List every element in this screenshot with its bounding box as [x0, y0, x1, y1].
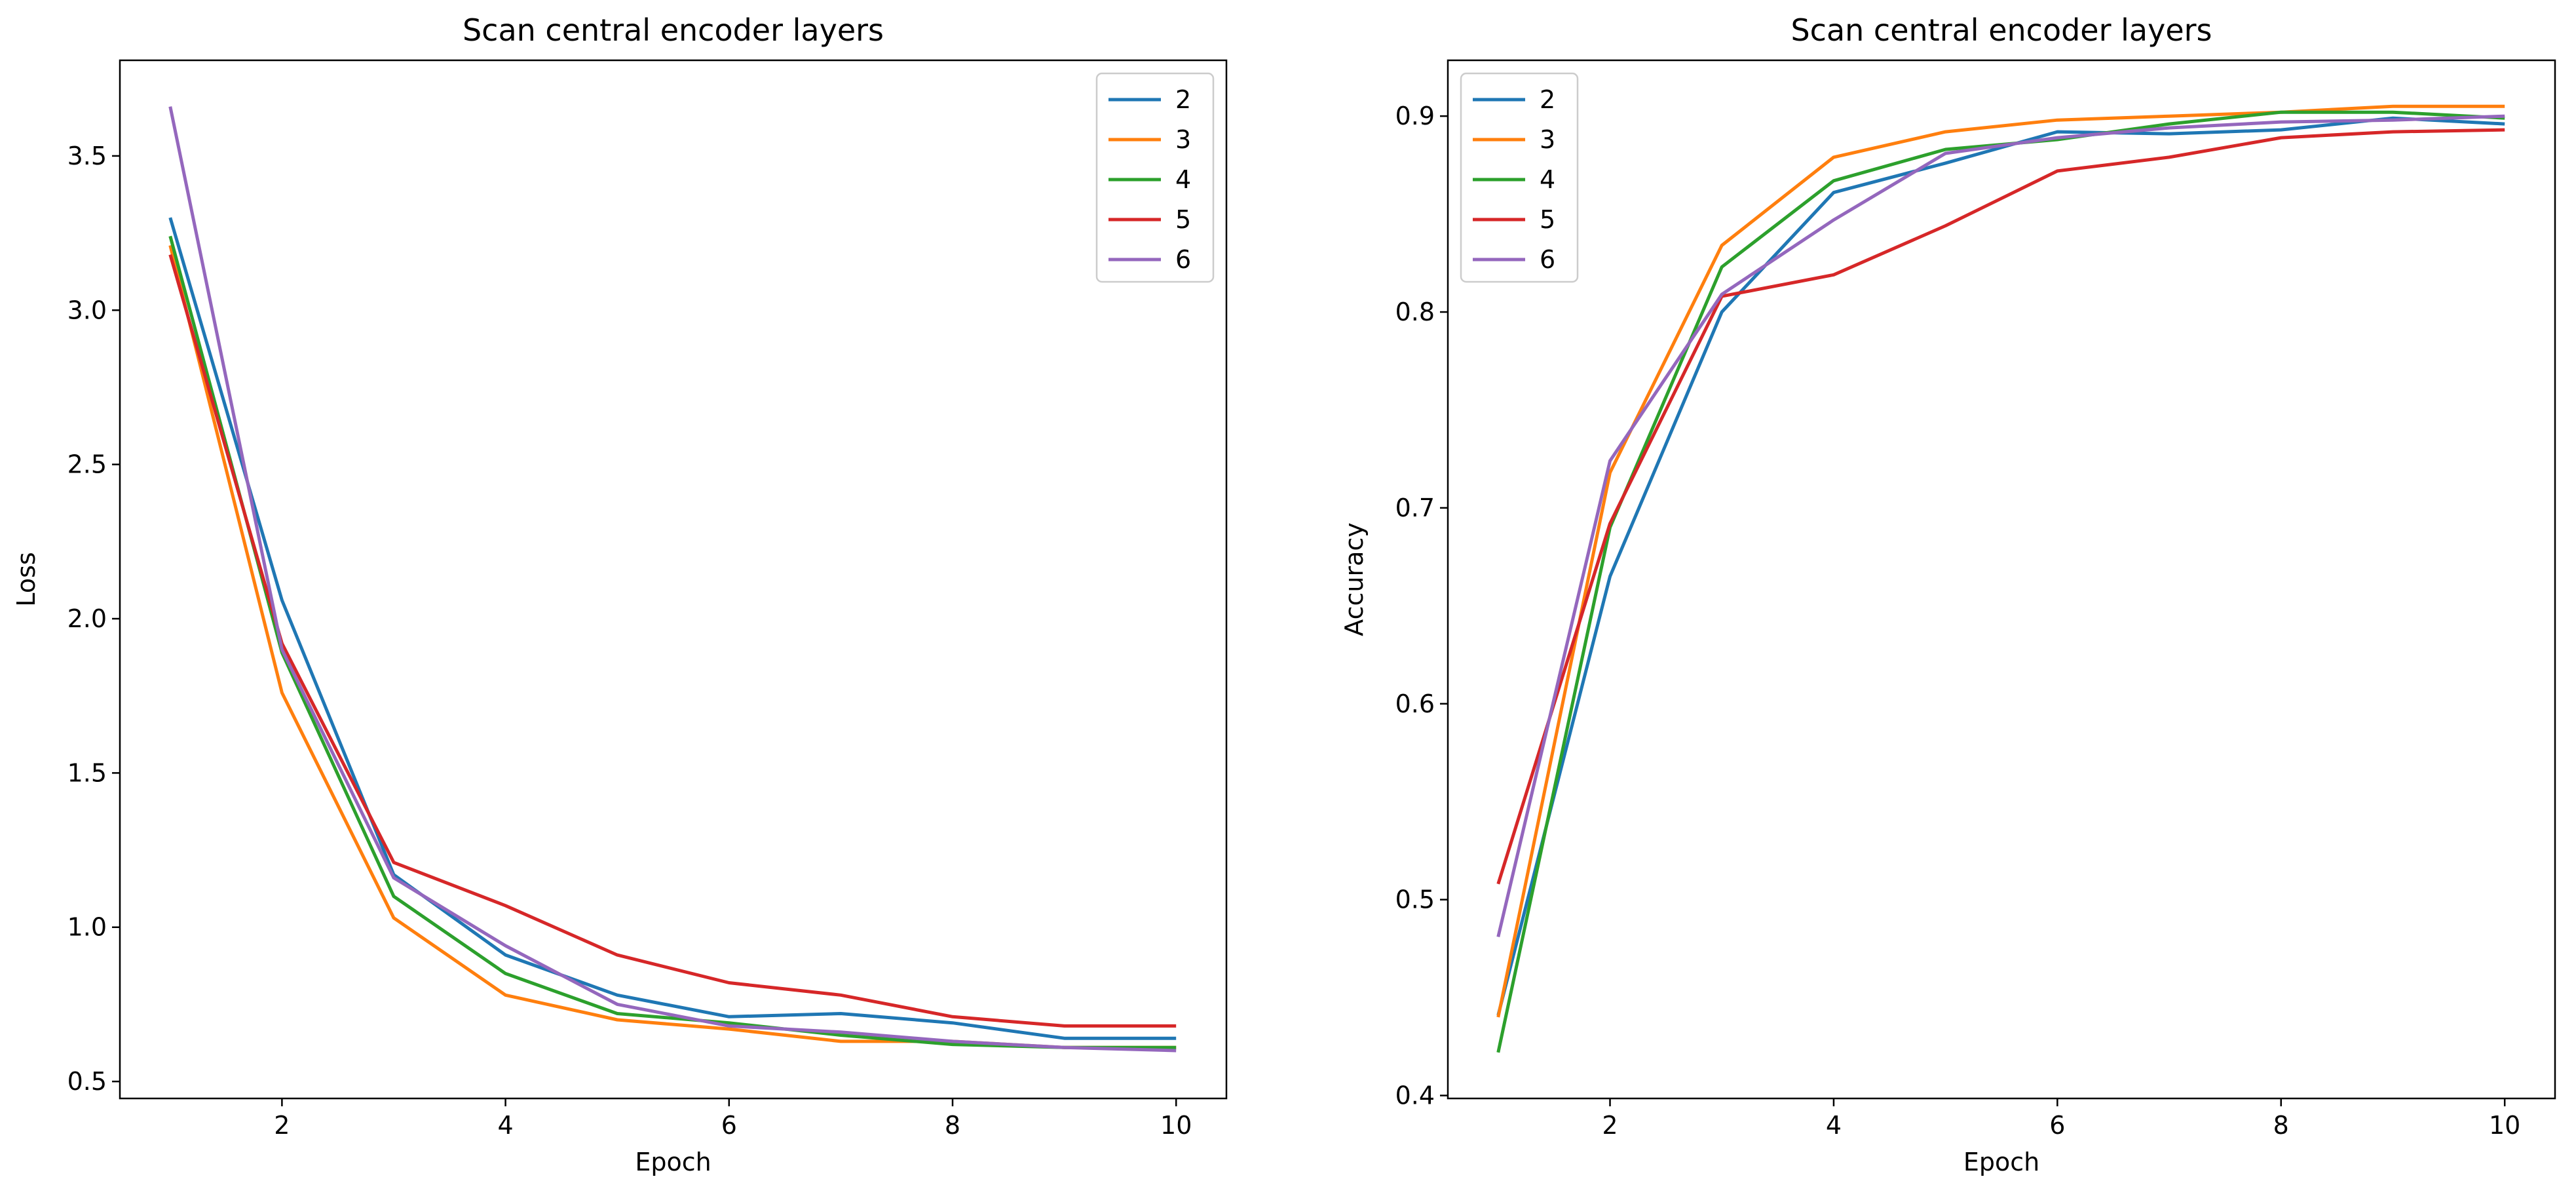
- accuracy-series-line-3: [1496, 104, 2505, 1018]
- loss-x-tick-label: 4: [497, 1111, 513, 1140]
- accuracy-chart-title: Scan central encoder layers: [1790, 12, 2212, 48]
- accuracy-series-line-2: [1496, 116, 2505, 1016]
- loss-legend-label-5: 5: [1175, 205, 1191, 234]
- accuracy-y-tick-label: 0.6: [1395, 689, 1435, 718]
- loss-series-line-2: [168, 217, 1177, 1040]
- loss-y-tick-label: 3.0: [67, 296, 107, 324]
- loss-plot: Scan central encoder layers 2 4 6 8 10 0.5 1.0 1…: [12, 12, 1228, 1176]
- accuracy-series-line-5: [1496, 128, 2505, 885]
- loss-legend-label-2: 2: [1175, 85, 1191, 114]
- accuracy-series-line-6: [1496, 114, 2505, 937]
- loss-series-line-6: [168, 106, 1177, 1053]
- accuracy-y-tick-label: 0.8: [1395, 298, 1435, 326]
- accuracy-legend-box: [1460, 72, 1579, 283]
- loss-x-tick-label: 6: [721, 1111, 737, 1140]
- loss-x-tick-label: 10: [1160, 1111, 1192, 1140]
- loss-legend-label-6: 6: [1175, 245, 1191, 274]
- loss-x-axis-label: Epoch: [635, 1148, 711, 1176]
- accuracy-y-tick-label: 0.5: [1395, 885, 1435, 914]
- loss-y-axis-label: Loss: [12, 552, 41, 606]
- loss-y-tick-label: 0.5: [67, 1067, 107, 1096]
- accuracy-x-tick-label: 4: [1826, 1111, 1842, 1140]
- loss-x-tick-label: 8: [945, 1111, 960, 1140]
- accuracy-y-tick-label: 0.9: [1395, 102, 1435, 130]
- accuracy-x-tick-label: 8: [2273, 1111, 2289, 1140]
- accuracy-legend-label-6: 6: [1540, 245, 1555, 274]
- loss-axes-frame: [119, 59, 1228, 1100]
- accuracy-y-tick-label: 0.4: [1395, 1081, 1435, 1110]
- accuracy-legend-label-3: 3: [1540, 125, 1555, 154]
- loss-y-tick-label: 2.0: [67, 604, 107, 633]
- accuracy-legend-label-5: 5: [1540, 205, 1555, 234]
- loss-series-line-5: [168, 254, 1177, 1028]
- loss-y-tick-label: 1.0: [67, 913, 107, 942]
- accuracy-y-tick-label: 0.7: [1395, 494, 1435, 522]
- accuracy-legend-label-2: 2: [1540, 85, 1555, 114]
- loss-y-tick-label: 1.5: [67, 758, 107, 787]
- accuracy-x-tick-label: 10: [2489, 1111, 2520, 1140]
- accuracy-plot: Scan central encoder layers 2 4 6 8 10 0.4 0.5 0…: [1340, 12, 2556, 1176]
- accuracy-y-axis-label: Accuracy: [1340, 522, 1369, 636]
- accuracy-x-tick-label: 2: [1602, 1111, 1618, 1140]
- accuracy-axes-frame: [1447, 59, 2556, 1100]
- loss-legend-box: [1095, 72, 1215, 283]
- loss-legend: 2 3 4 5 6: [1095, 72, 1215, 283]
- loss-legend-label-4: 4: [1175, 165, 1191, 194]
- accuracy-legend-label-4: 4: [1540, 165, 1555, 194]
- accuracy-x-axis-label: Epoch: [1963, 1148, 2039, 1176]
- loss-legend-label-3: 3: [1175, 125, 1191, 154]
- accuracy-legend: 2 3 4 5 6: [1460, 72, 1579, 283]
- loss-y-tick-label: 3.5: [67, 142, 107, 170]
- loss-y-tick-label: 2.5: [67, 450, 107, 479]
- accuracy-x-tick-label: 6: [2049, 1111, 2065, 1140]
- loss-x-tick-label: 2: [274, 1111, 290, 1140]
- loss-chart-title: Scan central encoder layers: [463, 12, 884, 48]
